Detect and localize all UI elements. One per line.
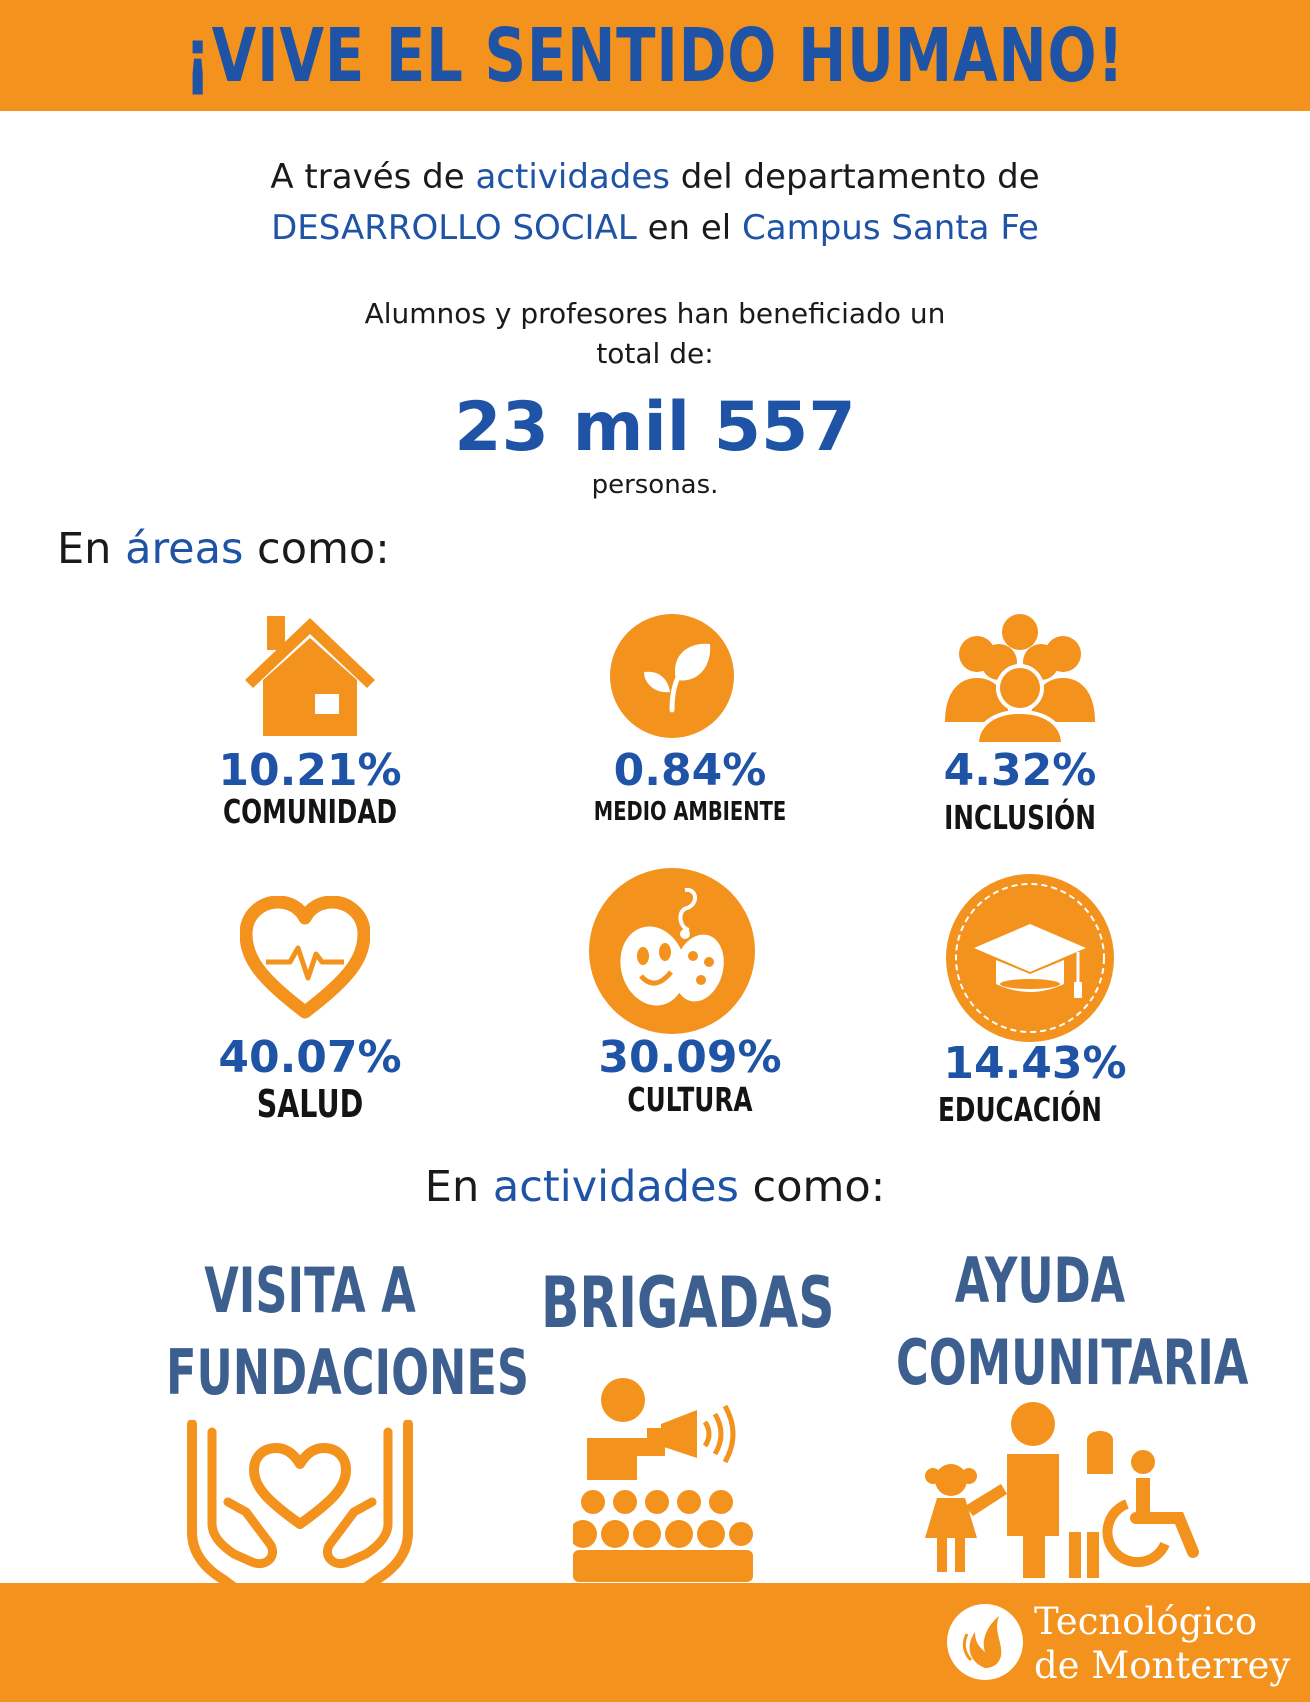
area-percent: 30.09%	[598, 1032, 782, 1083]
header-banner: ¡VIVE EL SENTIDO HUMANO!	[0, 0, 1310, 111]
activity-title-line: FUNDACIONES	[166, 1336, 530, 1409]
heading-part: como:	[738, 1162, 886, 1212]
area-label: EDUCACIÓN	[937, 1090, 1102, 1129]
intro-text: A través de actividades del departamento…	[0, 152, 1310, 254]
summary-text: Alumnos y profesores han beneficiado un …	[0, 294, 1310, 374]
heading-part: En	[57, 524, 126, 574]
intro-text-part: del departamento de	[669, 157, 1040, 197]
area-percent: 4.32%	[943, 745, 1097, 796]
heading-part: como:	[243, 524, 390, 574]
heading-part: En	[424, 1162, 493, 1212]
intro-highlight-actividades: actividades	[475, 157, 670, 197]
summary-line: total de:	[596, 337, 714, 370]
area-label: INCLUSIÓN	[944, 798, 1096, 837]
heading-highlight: actividades	[492, 1162, 739, 1212]
area-percent: 10.21%	[218, 745, 402, 796]
activity-title-line: COMUNITARIA	[896, 1326, 1249, 1399]
area-percent: 14.43%	[943, 1038, 1127, 1089]
activity-title-line: BRIGADAS	[541, 1262, 835, 1344]
activity-title-line: AYUDA	[954, 1244, 1126, 1317]
footer-banner	[0, 1583, 1310, 1702]
institution-logo-text: Tecnológico de Monterrey	[1034, 1600, 1290, 1688]
beneficiaries-total: 23 mil 557	[454, 388, 856, 467]
page-title: ¡VIVE EL SENTIDO HUMANO!	[185, 12, 1125, 99]
activity-title: VISITA A FUNDACIONES	[166, 1250, 530, 1414]
area-percent: 40.07%	[218, 1032, 402, 1083]
intro-text-part: A través de	[270, 157, 476, 197]
activity-title: AYUDA COMUNITARIA	[896, 1240, 1249, 1404]
intro-highlight-desarrollo: DESARROLLO SOCIAL	[271, 208, 637, 248]
beneficiaries-unit: personas.	[591, 470, 719, 500]
activity-title: BRIGADAS	[541, 1262, 835, 1344]
flame-logo-icon	[945, 1602, 1025, 1682]
activities-heading: En actividades como:	[0, 1162, 1310, 1212]
area-label: CULTURA	[627, 1080, 753, 1119]
house-icon	[245, 614, 375, 736]
area-label: SALUD	[256, 1082, 364, 1126]
activity-title-line: VISITA A	[204, 1254, 416, 1327]
family-accessibility-icon	[903, 1402, 1215, 1578]
intro-text-part: en el	[636, 208, 743, 248]
area-label: MEDIO AMBIENTE	[593, 797, 787, 827]
area-label: COMUNIDAD	[222, 792, 398, 831]
leaf-icon	[610, 614, 734, 738]
summary-line: Alumnos y profesores han beneficiado un	[364, 297, 946, 330]
areas-heading: En áreas como:	[57, 524, 390, 574]
hands-heart-icon	[182, 1420, 418, 1630]
graduation-cap-icon	[946, 874, 1114, 1042]
people-group-icon	[943, 612, 1097, 744]
megaphone-crowd-icon	[573, 1376, 753, 1582]
logo-line: de Monterrey	[1034, 1644, 1291, 1687]
intro-highlight-campus: Campus Santa Fe	[742, 208, 1039, 248]
area-percent: 0.84%	[613, 745, 767, 796]
heading-highlight: áreas	[125, 524, 244, 574]
heart-pulse-icon	[240, 896, 370, 1020]
logo-line: Tecnológico	[1034, 1600, 1258, 1643]
theater-masks-icon	[589, 868, 755, 1034]
